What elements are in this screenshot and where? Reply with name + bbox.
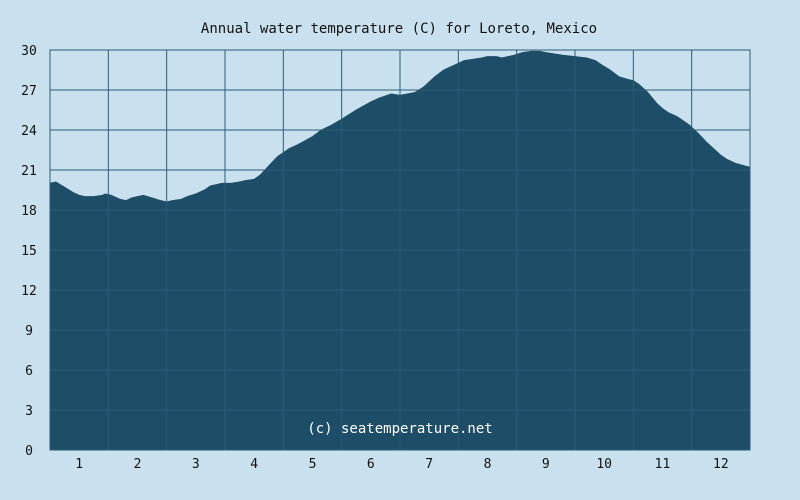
y-tick-label: 30 xyxy=(21,44,37,59)
x-tick-label: 1 xyxy=(75,457,83,472)
y-tick-label: 15 xyxy=(21,244,37,259)
x-tick-label: 9 xyxy=(542,457,550,472)
y-tick-label: 27 xyxy=(21,84,37,99)
x-tick-label: 7 xyxy=(425,457,433,472)
y-tick-label: 9 xyxy=(25,324,33,339)
x-tick-label: 6 xyxy=(367,457,375,472)
y-tick-label: 0 xyxy=(25,444,33,459)
y-tick-label: 21 xyxy=(21,164,37,179)
y-tick-label: 24 xyxy=(21,124,37,139)
x-tick-label: 2 xyxy=(134,457,142,472)
y-tick-label: 12 xyxy=(21,284,37,299)
x-tick-label: 11 xyxy=(655,457,671,472)
chart-title: Annual water temperature (C) for Loreto,… xyxy=(201,21,597,37)
plot-border xyxy=(49,49,751,451)
x-tick-label: 12 xyxy=(713,457,729,472)
y-tick-label: 18 xyxy=(21,204,37,219)
x-tick-label: 10 xyxy=(596,457,612,472)
x-tick-label: 3 xyxy=(192,457,200,472)
x-tick-label: 8 xyxy=(484,457,492,472)
y-tick-label: 6 xyxy=(25,364,33,379)
y-tick-label: 3 xyxy=(25,404,33,419)
watermark-text: (c) seatemperature.net xyxy=(307,421,492,437)
x-tick-label: 5 xyxy=(309,457,317,472)
x-tick-label: 4 xyxy=(250,457,258,472)
